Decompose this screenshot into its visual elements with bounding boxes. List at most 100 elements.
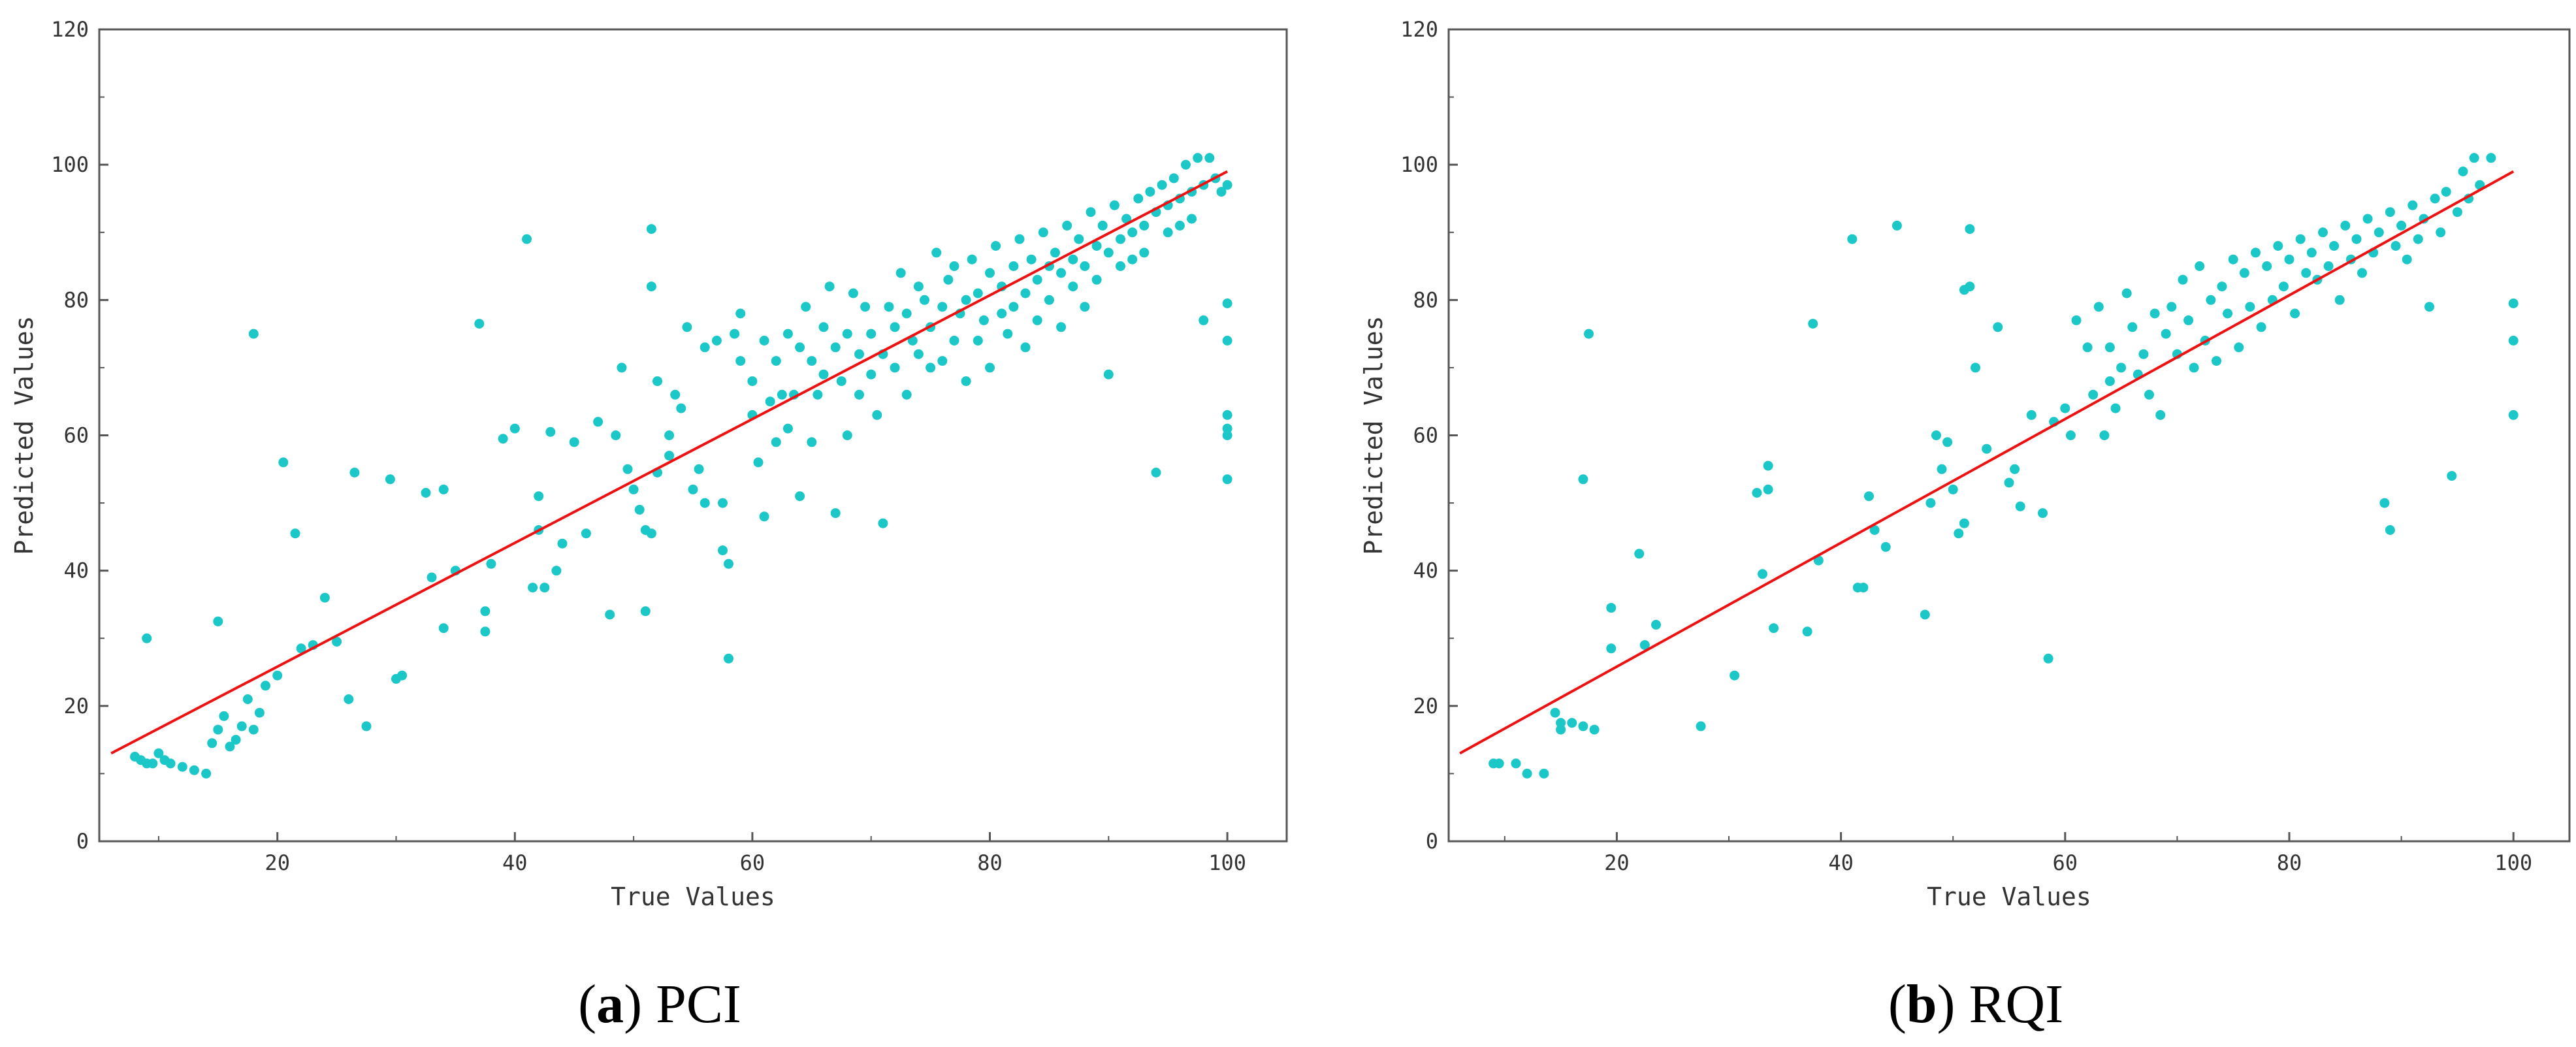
data-point-b: [1864, 491, 1874, 502]
data-point-b: [2385, 525, 2395, 535]
x-tick-label-a: 40: [502, 850, 528, 875]
data-point-b: [2301, 268, 2311, 278]
data-point-b: [1589, 724, 1600, 735]
y-tick-label-b: 60: [1413, 423, 1438, 448]
data-point-a: [254, 707, 265, 718]
data-point-a: [551, 566, 562, 576]
data-point-b: [1858, 583, 1869, 593]
data-point-a: [759, 336, 769, 346]
data-point-a: [700, 342, 710, 353]
data-point-a: [759, 511, 769, 522]
data-point-b: [1763, 484, 1773, 494]
data-point-b: [1578, 474, 1588, 485]
data-point-a: [1074, 234, 1084, 244]
y-ticks-b: 0 20 40 60 80 100 120: [1400, 17, 1458, 854]
data-point-b: [2093, 302, 2104, 312]
data-point-a: [860, 302, 871, 312]
data-point-b: [2015, 501, 2025, 511]
data-point-b: [2508, 336, 2519, 346]
y-tick-label-b: 40: [1413, 558, 1438, 583]
data-point-a: [854, 349, 864, 359]
data-point-a: [278, 457, 289, 468]
data-point-a: [628, 484, 639, 494]
data-point-b: [1522, 768, 1532, 779]
caption-letter-a: a: [596, 974, 624, 1035]
data-point-b: [1847, 234, 1858, 244]
data-point-b: [2104, 376, 2115, 387]
y-tick-label-a: 0: [76, 829, 89, 854]
data-point-a: [747, 376, 758, 387]
data-point-b: [1606, 643, 1617, 654]
data-point-b: [2329, 241, 2340, 251]
data-point-a: [522, 234, 532, 244]
data-point-a: [611, 430, 621, 440]
caption-letter-b: b: [1907, 974, 1937, 1035]
data-point-b: [1556, 718, 1566, 728]
data-point-b: [2228, 254, 2238, 265]
data-point-a: [872, 410, 882, 420]
data-point-a: [730, 329, 740, 339]
data-point-a: [913, 349, 924, 359]
data-point-a: [1187, 214, 1197, 224]
data-point-a: [1139, 220, 1150, 231]
y-axis-label-b: Predicted Values: [1359, 315, 1388, 555]
data-point-a: [700, 498, 710, 508]
data-point-a: [557, 538, 568, 549]
data-point-b: [1556, 724, 1566, 735]
data-point-a: [207, 738, 217, 749]
data-point-a: [528, 583, 538, 593]
data-point-b: [2385, 207, 2395, 217]
data-point-b: [2262, 261, 2272, 271]
data-point-a: [890, 322, 900, 332]
data-point-a: [1091, 274, 1102, 285]
data-point-b: [1802, 626, 1812, 637]
data-point-a: [973, 336, 983, 346]
y-tick-label-a: 120: [51, 17, 89, 42]
plot-frame-b: [1447, 28, 2571, 843]
data-point-b: [2508, 410, 2519, 420]
x-axis-label-b: True Values: [1927, 882, 2091, 911]
data-point-b: [2379, 498, 2390, 508]
data-point-b: [1880, 541, 1891, 552]
data-point-a: [1139, 248, 1150, 258]
data-point-b: [2452, 207, 2462, 217]
data-point-b: [2217, 282, 2227, 292]
data-point-b: [1758, 569, 1767, 579]
data-point-a: [349, 468, 360, 477]
data-point-b: [2161, 329, 2171, 339]
data-point-a: [771, 437, 781, 447]
data-point-a: [1193, 153, 1203, 163]
data-point-a: [676, 403, 686, 413]
data-point-a: [1091, 241, 1102, 251]
x-tick-label-a: 20: [265, 850, 290, 875]
data-point-a: [498, 434, 508, 444]
data-point-a: [272, 670, 283, 681]
data-point-a: [1121, 214, 1132, 224]
data-point-b: [1578, 721, 1588, 732]
y-tick-label-a: 20: [63, 694, 89, 718]
data-point-b: [2340, 220, 2351, 231]
data-point-a: [1086, 207, 1096, 217]
data-point-a: [236, 721, 247, 732]
data-point-b: [2323, 261, 2334, 271]
data-point-a: [1080, 302, 1090, 312]
data-point-a: [1109, 200, 1119, 210]
data-point-b: [1971, 362, 1980, 373]
data-point-a: [718, 545, 728, 556]
data-point-b: [1920, 609, 1930, 620]
data-point-a: [818, 322, 829, 332]
data-point-b: [2082, 342, 2093, 353]
data-point-b: [1948, 484, 1958, 494]
caption-b: (b) RQI: [1888, 974, 2063, 1035]
data-point-a: [664, 451, 675, 461]
data-point-a: [1216, 187, 1227, 197]
data-point-a: [890, 362, 900, 373]
data-point-a: [248, 724, 259, 735]
x-tick-label-a: 80: [977, 850, 1003, 875]
data-point-a: [913, 282, 924, 292]
data-point-a: [830, 342, 841, 353]
data-point-a: [201, 768, 212, 779]
data-point-a: [427, 572, 437, 583]
data-point-b: [1763, 460, 1773, 471]
